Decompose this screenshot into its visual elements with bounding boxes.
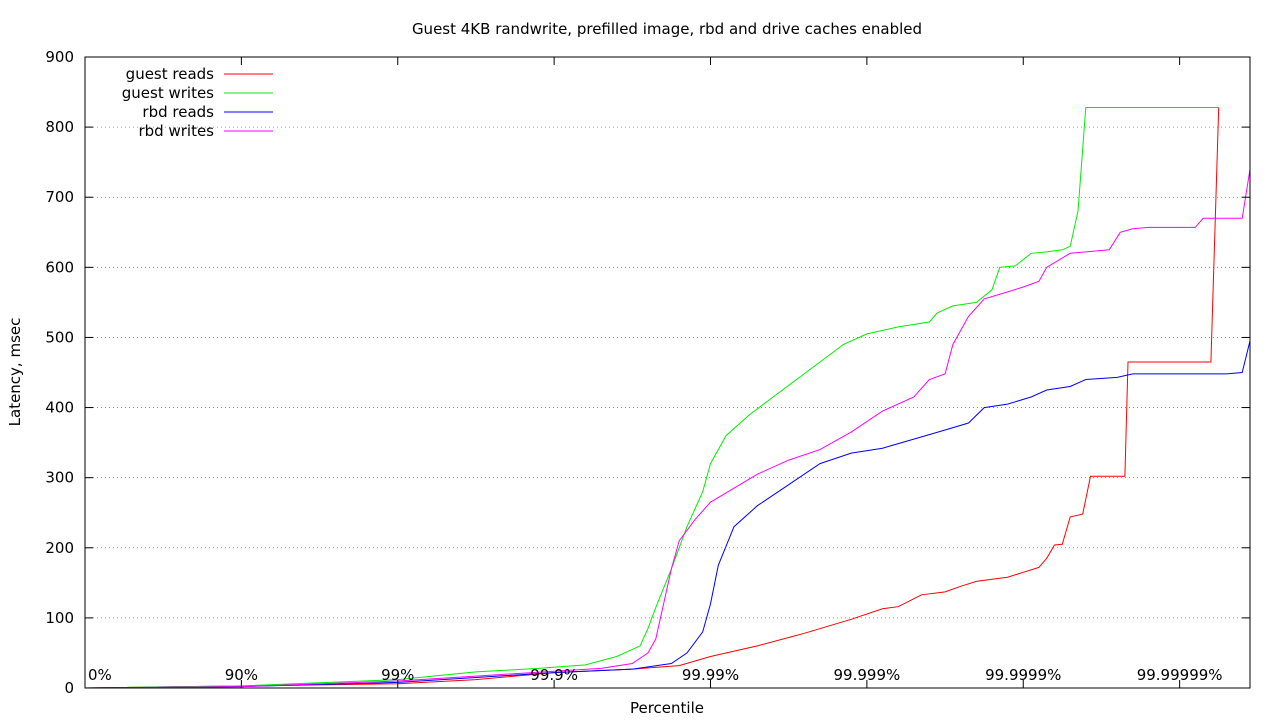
y-tick-label: 900 [45,48,74,66]
series-line-rbd-reads [84,340,1251,689]
x-tick-label: 99% [381,666,414,684]
y-tick-label: 0 [64,679,74,697]
y-tick-label: 500 [45,328,74,346]
plot-frame [84,56,1251,689]
y-tick-label: 600 [45,258,74,276]
series-line-guest-reads [84,107,1220,689]
x-tick-label: 99.9% [530,666,578,684]
y-tick-label: 200 [45,539,74,557]
x-tick-label: 99.999% [834,666,901,684]
series-line-guest-writes [84,107,1219,689]
legend-label: rbd writes [138,122,214,140]
x-tick-label: 0% [88,666,112,684]
y-tick-label: 800 [45,118,74,136]
x-tick-label: 99.9999% [985,666,1061,684]
chart-title: Guest 4KB randwrite, prefilled image, rb… [412,20,922,38]
y-tick-label: 700 [45,188,74,206]
y-tick-label: 100 [45,609,74,627]
series-line-rbd-writes [84,169,1251,689]
legend-label: guest reads [126,65,215,83]
y-tick-label: 300 [45,469,74,487]
x-tick-label: 99.99% [682,666,739,684]
series-layer [84,107,1251,689]
gridlines [85,126,1250,619]
legend-label: guest writes [122,84,214,102]
x-tick-label: 99.99999% [1137,666,1223,684]
y-axis-label: Latency, msec [6,318,24,427]
y-axis: 0 100 200 300 400 500 600 700 800 900 [45,48,1250,697]
x-axis-label: Percentile [630,699,704,717]
x-tick-label: 90% [225,666,258,684]
y-tick-label: 400 [45,399,74,417]
legend-label: rbd reads [142,103,214,121]
x-axis: 0% 90% 99% 99.9% 99.99% 99.999% 99.9999% 99.999… [84,57,1223,688]
